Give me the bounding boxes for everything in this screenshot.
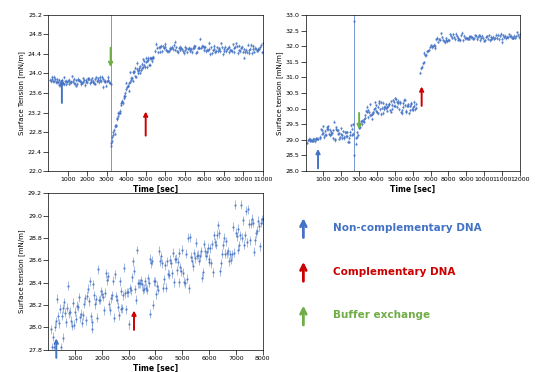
Y-axis label: Surface Tension [mN/m]: Surface Tension [mN/m] — [18, 51, 25, 135]
Text: Complementary DNA: Complementary DNA — [333, 267, 456, 276]
X-axis label: Time [sec]: Time [sec] — [390, 185, 435, 194]
X-axis label: Time [sec]: Time [sec] — [133, 185, 178, 194]
Text: Buffer exchange: Buffer exchange — [333, 310, 430, 320]
Text: Non-complementary DNA: Non-complementary DNA — [333, 223, 481, 233]
X-axis label: Time [sec]: Time [sec] — [133, 364, 178, 372]
Y-axis label: Surface tension [mN/m]: Surface tension [mN/m] — [18, 230, 25, 313]
Y-axis label: Surface tension [mN/m]: Surface tension [mN/m] — [276, 51, 282, 135]
